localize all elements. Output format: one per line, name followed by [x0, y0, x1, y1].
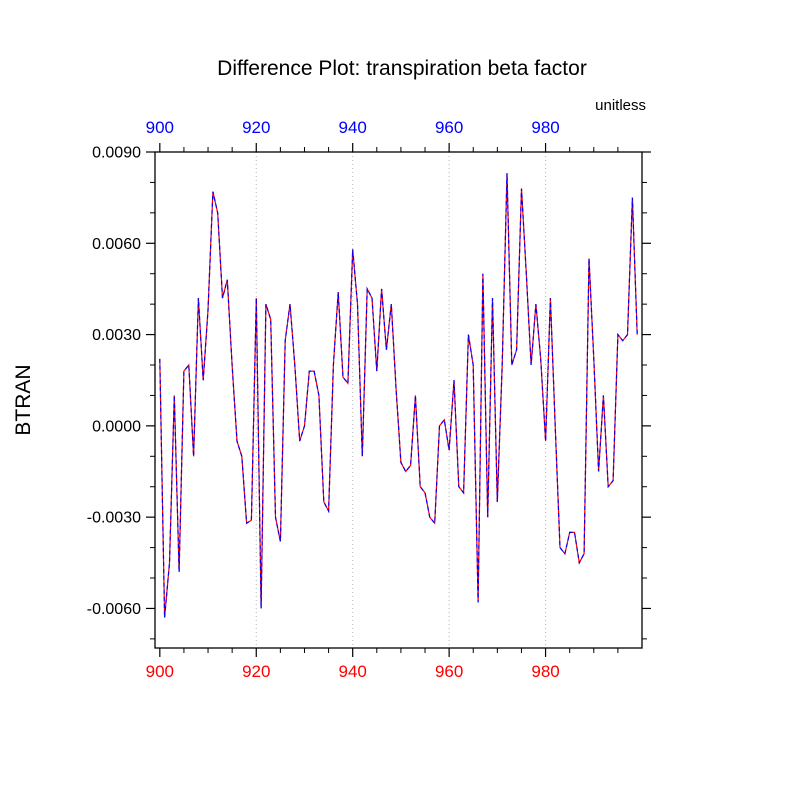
- bottom-tick-label: 980: [531, 662, 559, 681]
- y-tick-label: -0.0030: [87, 510, 141, 527]
- top-tick-label: 900: [146, 118, 174, 137]
- top-tick-label: 920: [242, 118, 270, 137]
- bottom-tick-label: 960: [435, 662, 463, 681]
- y-tick-label: 0.0090: [92, 145, 141, 162]
- y-tick-label: 0.0060: [92, 236, 141, 253]
- bottom-tick-label: 900: [146, 662, 174, 681]
- bottom-tick-label: 940: [339, 662, 367, 681]
- bottom-tick-label: 920: [242, 662, 270, 681]
- chart-title: Difference Plot: transpiration beta fact…: [217, 57, 587, 80]
- y-tick-label: 0.0030: [92, 327, 141, 344]
- series-line-dashed: [159, 173, 638, 618]
- y-axis-title: BTRAN: [12, 364, 35, 435]
- y-tick-label: 0.0000: [92, 418, 141, 435]
- units-label: unitless: [595, 97, 646, 114]
- y-tick-label: -0.0060: [87, 601, 141, 618]
- top-tick-label: 940: [339, 118, 367, 137]
- plot-area: 900 920 940 960 980 900 920 940 960 980 0.0090 0.00…: [87, 118, 651, 681]
- plot-frame: [154, 151, 643, 649]
- top-tick-label: 980: [531, 118, 559, 137]
- top-tick-label: 960: [435, 118, 463, 137]
